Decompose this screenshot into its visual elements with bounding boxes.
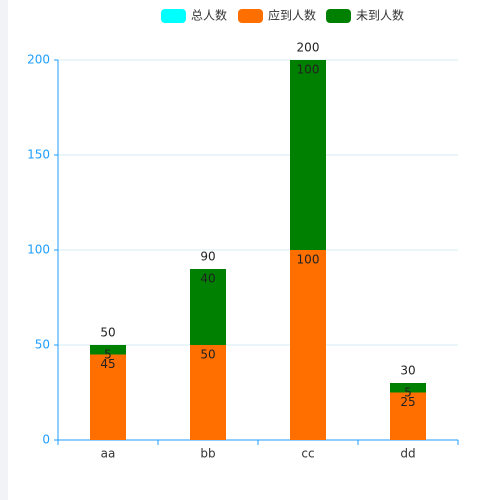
bar (190, 269, 226, 345)
bar-label: 100 (297, 63, 320, 77)
y-tick-label: 100 (27, 243, 50, 257)
bar (390, 392, 426, 440)
x-tick-label: dd (400, 447, 415, 461)
bar-label: 100 (297, 253, 320, 267)
bar-label: 25 (400, 395, 415, 409)
bar-label: 5 (404, 386, 412, 400)
legend-swatch[interactable] (238, 9, 263, 23)
legend-label[interactable]: 未到人数 (356, 8, 404, 23)
legend-swatch[interactable] (326, 9, 351, 23)
y-tick-label: 50 (35, 338, 50, 352)
legend-label[interactable]: 总人数 (191, 8, 227, 23)
total-label: 30 (400, 364, 415, 378)
x-tick-label: cc (301, 447, 314, 461)
total-label: 50 (100, 326, 115, 340)
bar-label: 5 (104, 348, 112, 362)
bar-label: 45 (100, 357, 115, 371)
bar (190, 345, 226, 440)
side-strip (0, 0, 8, 500)
bar (290, 60, 326, 250)
bar (290, 250, 326, 440)
bar (90, 345, 126, 355)
legend-swatch[interactable] (161, 9, 186, 23)
x-tick-label: bb (200, 447, 215, 461)
bar (390, 383, 426, 393)
y-tick-label: 150 (27, 148, 50, 162)
total-label: 90 (200, 250, 215, 264)
total-label: 200 (297, 41, 320, 55)
y-tick-label: 200 (27, 53, 50, 67)
bar-label: 40 (200, 272, 215, 286)
y-tick-label: 0 (42, 433, 50, 447)
bar-label: 50 (200, 348, 215, 362)
legend-label[interactable]: 应到人数 (268, 8, 316, 23)
x-tick-label: aa (101, 447, 116, 461)
bar (90, 354, 126, 440)
